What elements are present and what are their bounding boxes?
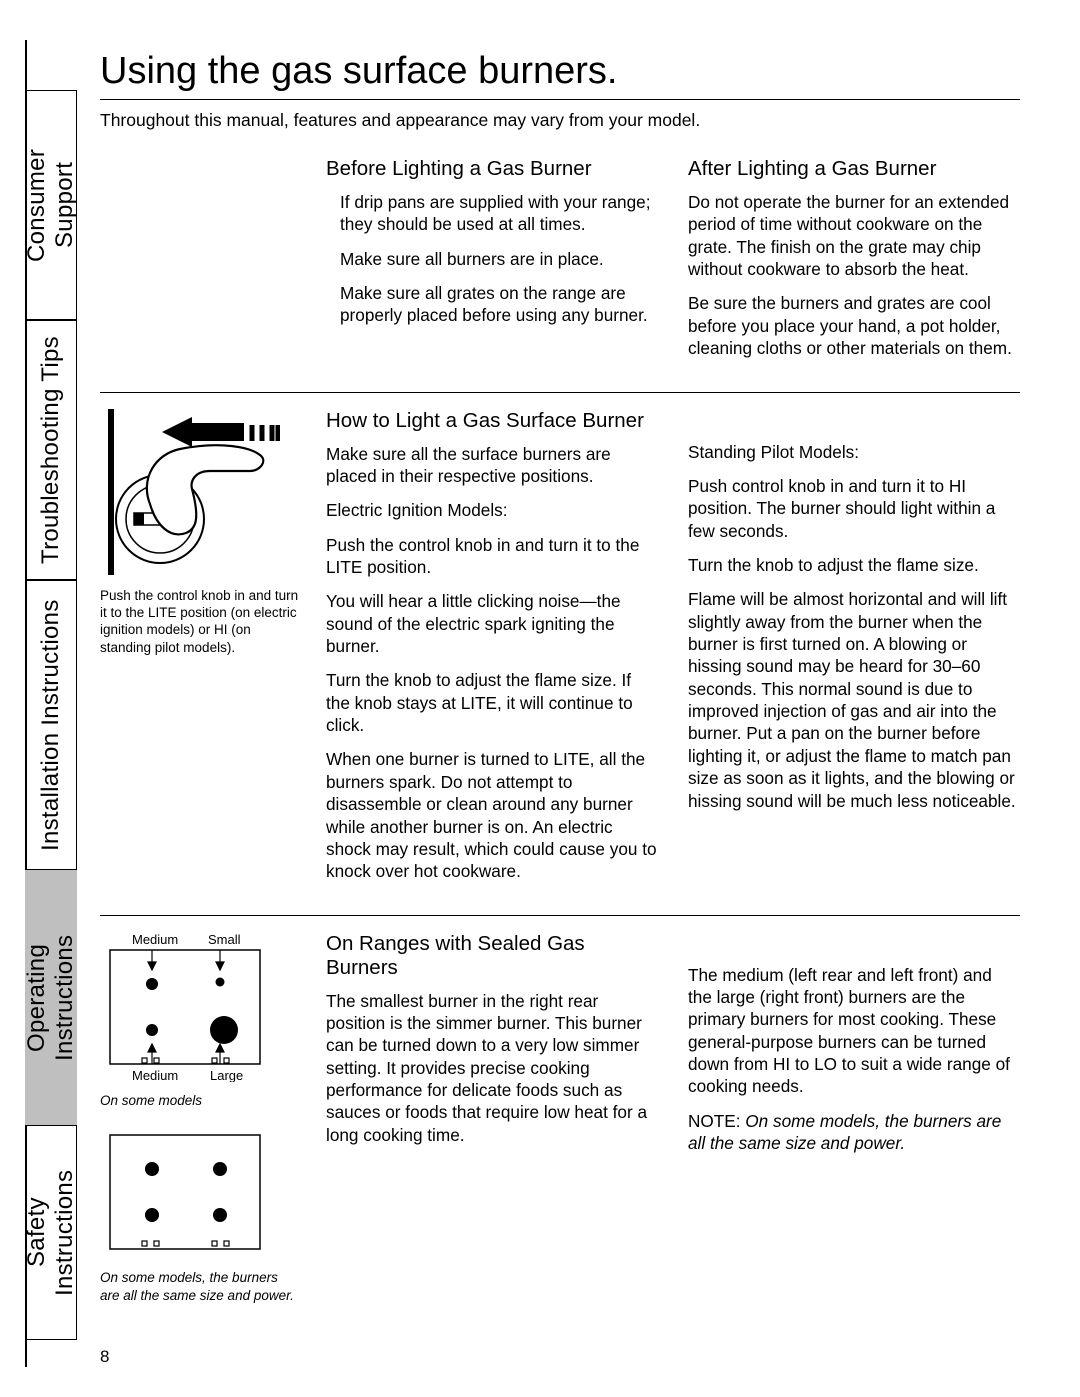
burner2-caption: On some models, the burners are all the … [100,1269,300,1304]
howto-l-p1: Make sure all the surface burners are pl… [326,443,658,488]
sealed-left-col: On Ranges with Sealed Gas Burners The sm… [326,932,658,1304]
page-title: Using the gas surface burners. [100,50,1020,93]
svg-text:Medium: Medium [132,932,178,947]
sealed-heading: On Ranges with Sealed Gas Burners [326,932,658,980]
howto-l-p6: When one burner is turned to LITE, all t… [326,748,658,882]
howto-r-p2: Push control knob in and turn it to HI p… [688,475,1020,542]
howto-l-p5: Turn the knob to adjust the flame size. … [326,669,658,736]
howto-r-p3: Turn the knob to adjust the flame size. [688,554,1020,576]
after-heading: After Lighting a Gas Burner [688,157,1020,181]
burner-sizes-diagram: Medium Small Medium Large [100,932,270,1082]
tab-operating: Operating Instructions [25,870,77,1125]
knob-diagram-col: Push the control knob in and turn it to … [100,409,300,895]
howto-left-col: How to Light a Gas Surface Burner Make s… [326,409,658,895]
burner-diagram-col: Medium Small Medium Large [100,932,300,1304]
burner-same-diagram [100,1129,270,1259]
howto-right-col: Standing Pilot Models: Push control knob… [688,409,1020,895]
sidebar-tabs: Safety Instructions Operating Instructio… [25,40,77,1340]
tab-install: Installation Instructions [25,580,77,870]
tab-safety: Safety Instructions [25,1125,77,1340]
after-p1: Do not operate the burner for an extende… [688,191,1020,280]
page-content: Using the gas surface burners. Throughou… [100,50,1020,1304]
before-column: Before Lighting a Gas Burner If drip pan… [326,157,658,372]
knob-caption: Push the control knob in and turn it to … [100,587,300,656]
sealed-note: NOTE: On some models, the burners are al… [688,1110,1020,1155]
divider-1 [100,392,1020,393]
sealed-right-col: The medium (left rear and left front) an… [688,932,1020,1304]
before-p1: If drip pans are supplied with your rang… [340,191,658,236]
page-subtitle: Throughout this manual, features and app… [100,110,1020,131]
knob-diagram [100,409,280,575]
svg-text:Small: Small [208,932,241,947]
howto-l-p4: You will hear a little clicking noise—th… [326,590,658,657]
svg-text:Large: Large [210,1068,243,1082]
tab-consumer: Consumer Support [25,90,77,320]
before-heading: Before Lighting a Gas Burner [326,157,658,181]
burner1-caption: On some models [100,1092,300,1109]
howto-r-p4: Flame will be almost horizontal and will… [688,588,1020,812]
note-label: NOTE: [688,1111,741,1131]
tab-trouble: Troubleshooting Tips [25,320,77,580]
sealed-right-p: The medium (left rear and left front) an… [688,964,1020,1098]
sealed-left-p: The smallest burner in the right rear po… [326,990,658,1147]
howto-r-p1: Standing Pilot Models: [688,441,1020,463]
section-sealed: Medium Small Medium Large [100,932,1020,1304]
howto-heading: How to Light a Gas Surface Burner [326,409,658,433]
divider-2 [100,915,1020,916]
before-p3: Make sure all grates on the range are pr… [340,282,658,327]
after-p2: Be sure the burners and grates are cool … [688,292,1020,359]
svg-text:Medium: Medium [132,1068,178,1082]
before-p2: Make sure all burners are in place. [340,248,658,270]
after-column: After Lighting a Gas Burner Do not opera… [688,157,1020,372]
page-number: 8 [100,1347,109,1367]
section-before-after: Before Lighting a Gas Burner If drip pan… [100,157,1020,372]
howto-l-p3: Push the control knob in and turn it to … [326,534,658,579]
section-howto: Push the control knob in and turn it to … [100,409,1020,895]
title-rule [100,99,1020,100]
howto-l-p2: Electric Ignition Models: [326,499,658,521]
